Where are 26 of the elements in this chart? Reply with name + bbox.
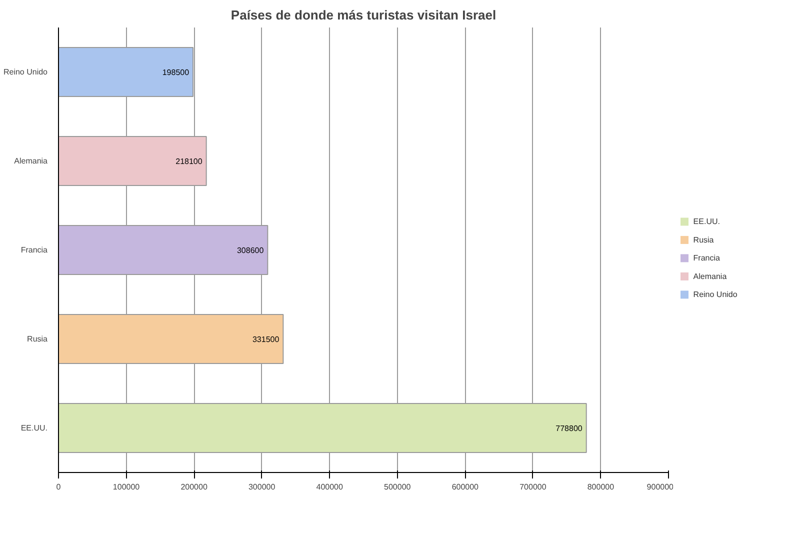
y-tick-label: Reino Unido <box>3 68 48 76</box>
data-label: 778800 <box>556 424 583 433</box>
x-tick-label: 500000 <box>384 482 412 492</box>
x-tick-label: 600000 <box>452 482 480 492</box>
x-tick-label: 300000 <box>248 482 276 492</box>
legend-label: Alemania <box>693 272 728 281</box>
y-tick-label: Rusia <box>27 334 48 344</box>
x-tick-label: 200000 <box>180 482 208 492</box>
x-tick-label: 700000 <box>520 482 547 492</box>
data-label: 198500 <box>162 68 190 77</box>
y-tick-label: EE.UU. <box>20 424 48 432</box>
x-tick-label: 100000 <box>112 482 140 492</box>
x-tick-label: 800000 <box>587 482 615 492</box>
legend-label: EE.UU. <box>693 217 720 226</box>
y-tick-label: Alemania <box>14 156 48 166</box>
x-tick-label: 400000 <box>316 482 344 492</box>
legend-label: Francia <box>693 254 721 263</box>
data-label: 331500 <box>252 335 280 344</box>
legend-label: Rusia <box>693 235 714 244</box>
data-label: 308600 <box>236 246 264 255</box>
x-tick-label: 900000 <box>646 482 674 492</box>
chart-title: Países de donde más turistas visitan Israel <box>230 8 496 22</box>
legend-label: Reino Unido <box>693 290 738 300</box>
x-tick-label: 0 <box>56 482 62 492</box>
data-label: 218100 <box>176 157 203 166</box>
y-tick-label: Francia <box>20 246 48 254</box>
